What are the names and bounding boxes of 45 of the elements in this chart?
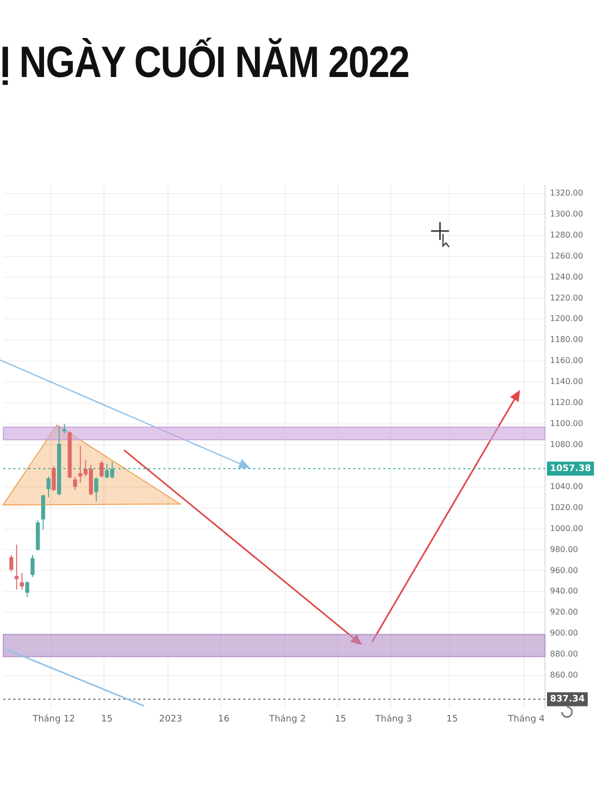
y-tick-label: 920.00 — [550, 608, 578, 617]
y-tick-label: 1140.00 — [550, 377, 584, 386]
candlestick — [94, 476, 98, 502]
y-tick-label: 880.00 — [550, 650, 578, 659]
y-tick-label: 1040.00 — [550, 482, 584, 491]
candlestick — [46, 476, 50, 498]
y-tick-label: 1240.00 — [550, 272, 584, 282]
x-tick-label: Tháng 4 — [507, 714, 546, 725]
y-tick-label: 860.00 — [550, 670, 578, 680]
candlestick — [30, 554, 35, 578]
candlestick — [62, 423, 66, 434]
candlestick — [14, 544, 19, 590]
y-tick-label: 1220.00 — [550, 293, 584, 302]
candlestick — [20, 572, 24, 590]
y-tick-label: 1120.00 — [550, 398, 584, 408]
y-tick-label: 1180.00 — [550, 335, 584, 344]
y-tick-label: 900.00 — [550, 628, 578, 638]
ref-line-label: 1057.38 — [550, 464, 591, 474]
y-tick-label: 1160.00 — [550, 356, 584, 366]
y-tick-label: 1100.00 — [550, 419, 584, 428]
y-tick-label: 1020.00 — [550, 502, 584, 512]
x-tick-label: 16 — [218, 714, 230, 725]
x-tick-label: 15 — [101, 714, 113, 725]
candlestick — [100, 460, 104, 478]
x-tick-label: 2023 — [159, 714, 182, 725]
y-tick-label: 1200.00 — [550, 314, 584, 324]
chart-title: Ị NGÀY CUỐI NĂM 2022 — [0, 38, 409, 88]
x-tick-label: Tháng 2 — [268, 714, 306, 725]
y-tick-label: 940.00 — [550, 586, 578, 596]
y-tick-label: 1080.00 — [550, 440, 584, 450]
x-tick-label: Tháng 3 — [374, 714, 412, 725]
ref-line-label: 837.34 — [550, 694, 585, 705]
y-tick-label: 1280.00 — [550, 230, 584, 240]
y-tick-label: 1320.00 — [550, 188, 584, 198]
x-tick-label: 15 — [446, 714, 458, 725]
y-tick-label: 1000.00 — [550, 524, 584, 533]
y-tick-label: 980.00 — [550, 544, 578, 554]
y-tick-label: 960.00 — [550, 566, 578, 575]
y-tick-label: 1260.00 — [550, 251, 584, 260]
candlestick — [73, 476, 78, 490]
x-tick-label: 15 — [334, 714, 346, 725]
x-tick-label: Tháng 12 — [32, 714, 76, 725]
y-tick-label: 1300.00 — [550, 209, 584, 218]
candlestick — [9, 554, 14, 572]
candlestick — [52, 465, 56, 492]
